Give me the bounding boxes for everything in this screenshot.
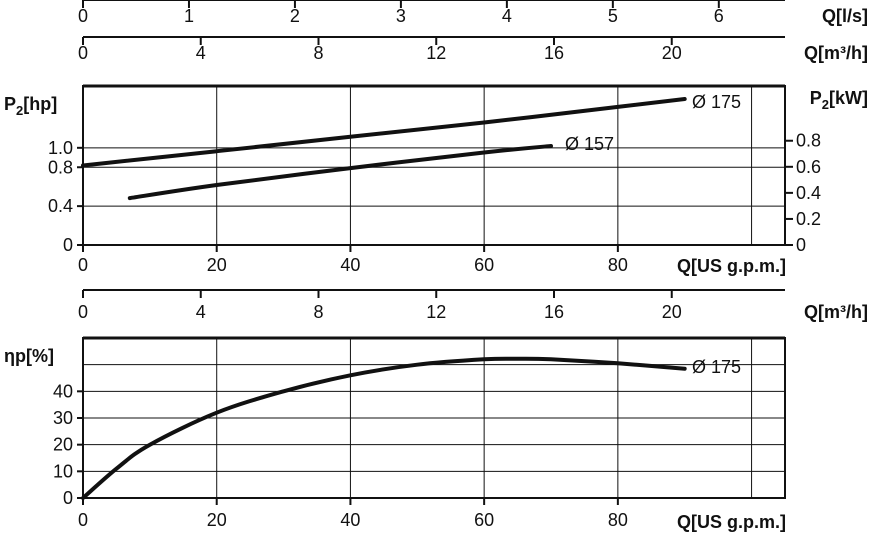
power-y-left-tick-label: 0.4 [48, 196, 73, 216]
eff-curve-label: Ø 175 [692, 357, 741, 377]
eff-y-axis-label: ηp[%] [4, 346, 54, 366]
top-axis-tick-label: 4 [502, 6, 512, 26]
eff-top-axis-tick-label: 4 [196, 302, 206, 322]
power-y-right-tick-label: 0.8 [796, 131, 821, 151]
power-y-left-axis-label: P2[hp] [4, 94, 57, 118]
top-axis-tick-label: 2 [290, 6, 300, 26]
top-axis-tick-label: 6 [714, 6, 724, 26]
eff-x-tick-label: 60 [474, 510, 494, 530]
power-y-right-axis-label: P2[kW] [810, 88, 868, 112]
top-axis-tick-label: 1 [184, 6, 194, 26]
eff-x-tick-label: 20 [207, 510, 227, 530]
power-y-right-tick-label: 0.4 [796, 183, 821, 203]
power-x-tick-label: 80 [608, 255, 628, 275]
top-axis-unit-label: Q[l/s] [822, 6, 868, 26]
power-plot-frame [82, 85, 786, 246]
power-curve-line [127, 144, 553, 201]
top-axis-unit-label: Q[m³/h] [804, 43, 868, 63]
eff-top-axis-tick-label: 8 [313, 302, 323, 322]
power-y-right-tick-label: 0.2 [796, 209, 821, 229]
power-y-right-tick-label: 0 [796, 235, 806, 255]
top-axis-tick-label: 5 [608, 6, 618, 26]
power-y-right-tick-label: 0.6 [796, 157, 821, 177]
power-curve-label: Ø 175 [692, 92, 741, 112]
power-x-tick-label: 60 [474, 255, 494, 275]
power-x-tick-label: 0 [78, 255, 88, 275]
top-axis-tick-label: 4 [196, 43, 206, 63]
eff-x-tick-label: 0 [78, 510, 88, 530]
top-axis-tick-label: 20 [662, 43, 682, 63]
eff-top-axis-tick-label: 16 [544, 302, 564, 322]
power-y-left-tick-label: 0 [63, 235, 73, 255]
eff-x-tick-label: 80 [608, 510, 628, 530]
top-axis-tick-label: 0 [78, 6, 88, 26]
top-axis-tick-label: 0 [78, 43, 88, 63]
power-curve-line [81, 97, 687, 168]
eff-curve-line [81, 356, 687, 500]
eff-y-tick-label: 10 [53, 461, 73, 481]
power-y-left-tick-label: 1.0 [48, 138, 73, 158]
top-axis-tick-label: 12 [426, 43, 446, 63]
eff-top-axis-tick-label: 0 [78, 302, 88, 322]
eff-x-axis-label: Q[US g.p.m.] [677, 512, 786, 532]
eff-x-tick-label: 40 [340, 510, 360, 530]
eff-y-tick-label: 30 [53, 408, 73, 428]
top-axis-tick-label: 3 [396, 6, 406, 26]
eff-top-axis-tick-label: 20 [662, 302, 682, 322]
eff-top-axis-tick-label: 12 [426, 302, 446, 322]
eff-y-tick-label: 0 [63, 488, 73, 508]
eff-y-tick-label: 20 [53, 435, 73, 455]
power-y-left-tick-label: 0.8 [48, 157, 73, 177]
power-x-tick-label: 20 [207, 255, 227, 275]
top-axis-tick-label: 8 [313, 43, 323, 63]
power-x-axis-label: Q[US g.p.m.] [677, 256, 786, 276]
power-curve-label: Ø 157 [565, 134, 614, 154]
top-axis-tick-label: 16 [544, 43, 564, 63]
eff-top-axis-unit-label: Q[m³/h] [804, 302, 868, 322]
eff-y-tick-label: 40 [53, 381, 73, 401]
power-x-tick-label: 40 [340, 255, 360, 275]
